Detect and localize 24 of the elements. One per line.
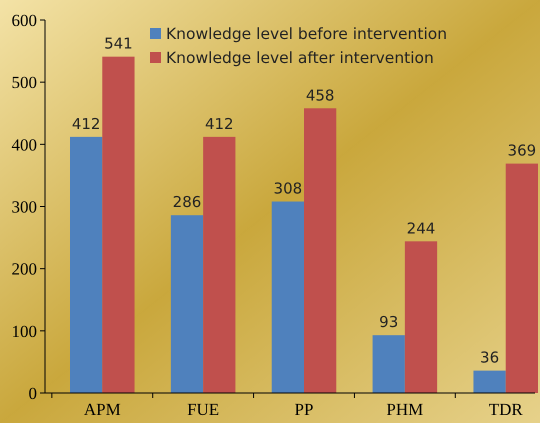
x-tick-label: APM xyxy=(84,400,121,419)
x-tick-label: TDR xyxy=(488,400,524,419)
data-label: 308 xyxy=(274,180,302,198)
data-label: 36 xyxy=(480,348,500,367)
y-tick-label: 500 xyxy=(12,73,37,92)
y-tick-label: 200 xyxy=(12,260,37,279)
data-label: 369 xyxy=(508,142,536,160)
y-tick-label: 0 xyxy=(28,384,37,403)
y-tick-label: 100 xyxy=(12,322,37,341)
data-label: 412 xyxy=(204,114,234,133)
data-label: 244 xyxy=(406,219,436,238)
x-tick-label: FUE xyxy=(187,400,220,419)
data-label: 93 xyxy=(379,313,398,332)
y-tick-label: 300 xyxy=(12,197,37,216)
legend-label: Knowledge level after intervention xyxy=(166,48,434,67)
y-tick-label: 600 xyxy=(12,10,37,30)
legend-label: Knowledge level before intervention xyxy=(166,24,448,43)
x-tick-label: PP xyxy=(294,400,314,419)
x-tick-label: PHM xyxy=(386,400,424,419)
data-label: 458 xyxy=(306,86,334,104)
y-tick-label: 400 xyxy=(12,135,37,154)
data-label: 412 xyxy=(72,114,100,133)
data-label: 286 xyxy=(172,193,202,212)
data-label: 541 xyxy=(104,34,133,53)
